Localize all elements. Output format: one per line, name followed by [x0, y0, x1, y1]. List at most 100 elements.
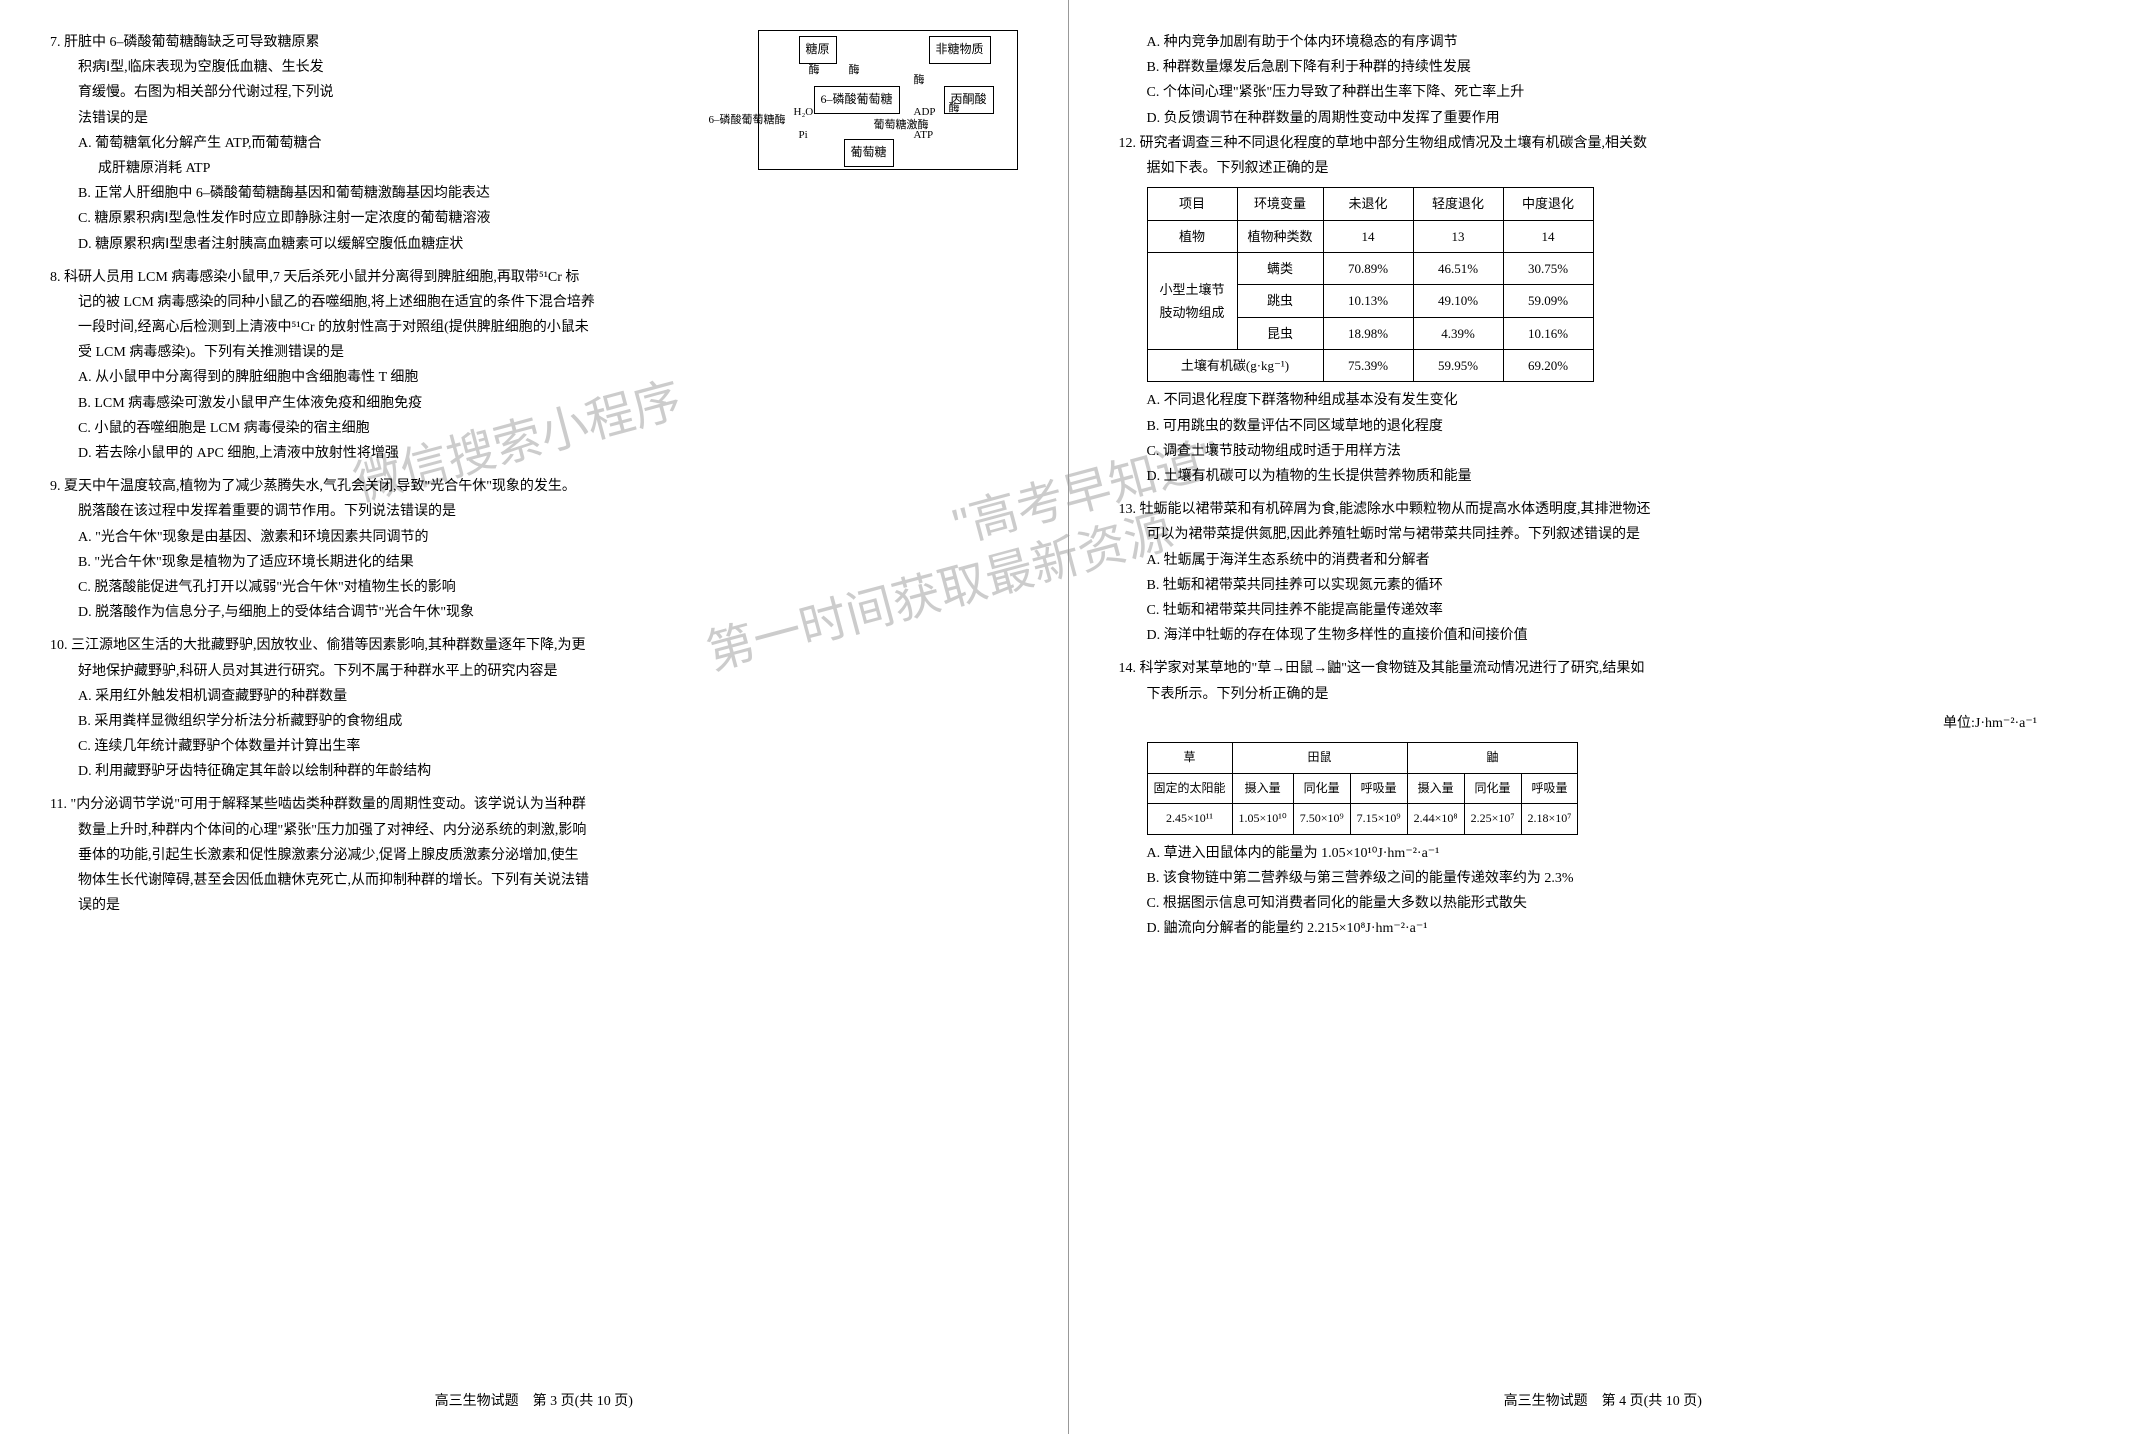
q8-option-a: A. 从小鼠甲中分离得到的脾脏细胞中含细胞毒性 T 细胞	[50, 365, 1018, 390]
diagram-label-glucokinase: 葡萄糖激酶	[874, 116, 929, 136]
q13-stem-2: 可以为裙带菜提供氮肥,因此养殖牡蛎时常与裙带菜共同挂养。下列叙述错误的是	[1119, 522, 2088, 547]
q12-r2-v12: 46.51%	[1413, 252, 1503, 284]
q9-stem-2: 脱落酸在该过程中发挥着重要的调节作用。下列说法错误的是	[50, 499, 1018, 524]
q12-r2-v21: 10.13%	[1323, 285, 1413, 317]
q10-stem-2: 好地保护藏野驴,科研人员对其进行研究。下列不属于种群水平上的研究内容是	[50, 659, 1018, 684]
q14-r1c3: 同化量	[1293, 773, 1350, 804]
q12-r2-label: 小型土壤节肢动物组成	[1147, 252, 1237, 349]
question-14: 14. 科学家对某草地的"草→田鼠→鼬"这一食物链及其能量流动情况进行了研究,结…	[1119, 656, 2088, 941]
q8-option-c: C. 小鼠的吞噬细胞是 LCM 病毒侵染的宿主细胞	[50, 416, 1018, 441]
question-8: 8. 科研人员用 LCM 病毒感染小鼠甲,7 天后杀死小鼠并分离得到脾脏细胞,再…	[50, 265, 1018, 467]
q14-r2c5: 2.44×10⁸	[1407, 804, 1464, 835]
q11-stem-3: 垂体的功能,引起生长激素和促性腺激素分泌减少,促肾上腺皮质激素分泌增加,使生	[50, 843, 1018, 868]
q12-option-b: B. 可用跳虫的数量评估不同区域草地的退化程度	[1119, 414, 2088, 439]
q12-table: 项目 环境变量 未退化 轻度退化 中度退化 植物 植物种类数 14 13 14 …	[1147, 187, 1594, 382]
q12-r2-v31: 18.98%	[1323, 317, 1413, 349]
q8-option-d: D. 若去除小鼠甲的 APC 细胞,上清液中放射性将增强	[50, 441, 1018, 466]
question-12: 12. 研究者调查三种不同退化程度的草地中部分生物组成情况及土壤有机碳含量,相关…	[1119, 131, 2088, 489]
q12-r1-sub: 植物种类数	[1237, 220, 1323, 252]
q9-option-a: A. "光合午休"现象是由基因、激素和环境因素共同调节的	[50, 525, 1018, 550]
diagram-node-6p: 6–磷酸葡萄糖	[814, 86, 900, 114]
diagram-label-pi: Pi	[799, 126, 808, 146]
q13-option-c: C. 牡蛎和裙带菜共同挂养不能提高能量传递效率	[1119, 598, 2088, 623]
q12-r1-v2: 13	[1413, 220, 1503, 252]
q7-option-d: D. 糖原累积病Ⅰ型患者注射胰高血糖素可以缓解空腹低血糖症状	[50, 232, 1018, 257]
q11-stem-2: 数量上升时,种群内个体间的心理"紧张"压力加强了对神经、内分泌系统的刺激,影响	[50, 818, 1018, 843]
table-row: 固定的太阳能 摄入量 同化量 呼吸量 摄入量 同化量 呼吸量	[1147, 773, 1578, 804]
q13-option-b: B. 牡蛎和裙带菜共同挂养可以实现氮元素的循环	[1119, 573, 2088, 598]
q12-stem-1: 12. 研究者调查三种不同退化程度的草地中部分生物组成情况及土壤有机碳含量,相关…	[1119, 131, 2088, 156]
q14-r1c6: 同化量	[1464, 773, 1521, 804]
diagram-node-nonsugar: 非糖物质	[929, 36, 991, 64]
q14-stem-1: 14. 科学家对某草地的"草→田鼠→鼬"这一食物链及其能量流动情况进行了研究,结…	[1119, 656, 2088, 681]
diagram-label-enzyme3: 酶	[914, 71, 925, 91]
diagram-label-enzyme2: 酶	[849, 61, 860, 81]
question-10: 10. 三江源地区生活的大批藏野驴,因放牧业、偷猎等因素影响,其种群数量逐年下降…	[50, 633, 1018, 784]
q12-r3-v3: 69.20%	[1503, 350, 1593, 382]
q12-th-item: 项目	[1147, 188, 1237, 220]
q12-r2-v13: 30.75%	[1503, 252, 1593, 284]
q14-r2c4: 7.15×10⁹	[1350, 804, 1407, 835]
q14-r1c7: 呼吸量	[1521, 773, 1578, 804]
table-row: 植物 植物种类数 14 13 14	[1147, 220, 1593, 252]
q12-r3-v1: 75.39%	[1323, 350, 1413, 382]
question-11: 11. "内分泌调节学说"可用于解释某些啮齿类种群数量的周期性变动。该学说认为当…	[50, 792, 1018, 918]
table-row: 2.45×10¹¹ 1.05×10¹⁰ 7.50×10⁹ 7.15×10⁹ 2.…	[1147, 804, 1578, 835]
q14-r1c1: 固定的太阳能	[1147, 773, 1232, 804]
q14-option-a: A. 草进入田鼠体内的能量为 1.05×10¹⁰J·hm⁻²·a⁻¹	[1119, 841, 2088, 866]
q10-option-c: C. 连续几年统计藏野驴个体数量并计算出生率	[50, 734, 1018, 759]
q8-stem-2: 记的被 LCM 病毒感染的同种小鼠乙的吞噬细胞,将上述细胞在适宜的条件下混合培养	[50, 290, 1018, 315]
question-7: 糖原 非糖物质 6–磷酸葡萄糖 丙酮酸 葡萄糖 酶 酶 酶 酶 H₂O Pi A…	[50, 30, 1018, 257]
diagram-label-enzyme4: 酶	[949, 99, 960, 119]
q9-option-b: B. "光合午休"现象是植物为了适应环境长期进化的结果	[50, 550, 1018, 575]
q12-r1-label: 植物	[1147, 220, 1237, 252]
q12-r2-sub2: 跳虫	[1237, 285, 1323, 317]
q7-option-b: B. 正常人肝细胞中 6–磷酸葡萄糖酶基因和葡萄糖激酶基因均能表达	[50, 181, 1018, 206]
q8-stem-1: 8. 科研人员用 LCM 病毒感染小鼠甲,7 天后杀死小鼠并分离得到脾脏细胞,再…	[50, 265, 1018, 290]
q14-r1c2: 摄入量	[1232, 773, 1293, 804]
q14-option-b: B. 该食物链中第二营养级与第三营养级之间的能量传递效率约为 2.3%	[1119, 866, 2088, 891]
diagram-node-glucose: 葡萄糖	[844, 139, 894, 167]
q11-option-b: B. 种群数量爆发后急剧下降有利于种群的持续性发展	[1119, 55, 2088, 80]
q10-option-b: B. 采用粪样显微组织学分析法分析藏野驴的食物组成	[50, 709, 1018, 734]
q12-option-d: D. 土壤有机碳可以为植物的生长提供营养物质和能量	[1119, 464, 2088, 489]
diagram-label-enzyme1: 酶	[809, 61, 820, 81]
q12-r2-v32: 4.39%	[1413, 317, 1503, 349]
q12-r2-sub1: 螨类	[1237, 252, 1323, 284]
q14-stem-2: 下表所示。下列分析正确的是	[1119, 682, 2088, 707]
diagram-node-sugar: 糖原	[799, 36, 837, 64]
q13-stem-1: 13. 牡蛎能以裙带菜和有机碎屑为食,能滤除水中颗粒物从而提高水体透明度,其排泄…	[1119, 497, 2088, 522]
q10-option-d: D. 利用藏野驴牙齿特征确定其年龄以绘制种群的年龄结构	[50, 759, 1018, 784]
q12-r2-v11: 70.89%	[1323, 252, 1413, 284]
q11-option-a: A. 种内竞争加剧有助于个体内环境稳态的有序调节	[1119, 30, 2088, 55]
q14-option-c: C. 根据图示信息可知消费者同化的能量大多数以热能形式散失	[1119, 891, 2088, 916]
q7-option-c: C. 糖原累积病Ⅰ型急性发作时应立即静脉注射一定浓度的葡萄糖溶液	[50, 206, 1018, 231]
q11-stem-1: 11. "内分泌调节学说"可用于解释某些啮齿类种群数量的周期性变动。该学说认为当…	[50, 792, 1018, 817]
q11-stem-5: 误的是	[50, 893, 1018, 918]
q12-th-c1: 未退化	[1323, 188, 1413, 220]
q8-stem-3: 一段时间,经离心后检测到上清液中⁵¹Cr 的放射性高于对照组(提供脾脏细胞的小鼠…	[50, 315, 1018, 340]
q14-table: 草 田鼠 鼬 固定的太阳能 摄入量 同化量 呼吸量 摄入量 同化量 呼吸量 2.…	[1147, 742, 1579, 835]
q11-option-d: D. 负反馈调节在种群数量的周期性变动中发挥了重要作用	[1119, 106, 2088, 131]
diagram-label-h2o: H₂O	[794, 103, 814, 123]
q14-r1c4: 呼吸量	[1350, 773, 1407, 804]
q14-r2c3: 7.50×10⁹	[1293, 804, 1350, 835]
q12-r2-v23: 59.09%	[1503, 285, 1593, 317]
footer-page-4: 高三生物试题 第 4 页(共 10 页)	[1069, 1389, 2137, 1414]
q8-option-b: B. LCM 病毒感染可激发小鼠甲产生体液免疫和细胞免疫	[50, 391, 1018, 416]
q12-th-c2: 轻度退化	[1413, 188, 1503, 220]
question-9: 9. 夏天中午温度较高,植物为了减少蒸腾失水,气孔会关闭,导致"光合午休"现象的…	[50, 474, 1018, 625]
diagram-label-hexokinase: 6–磷酸葡萄糖酶	[709, 111, 786, 131]
q14-h3: 鼬	[1407, 742, 1578, 773]
table-row: 项目 环境变量 未退化 轻度退化 中度退化	[1147, 188, 1593, 220]
q14-r2c2: 1.05×10¹⁰	[1232, 804, 1293, 835]
q9-stem-1: 9. 夏天中午温度较高,植物为了减少蒸腾失水,气孔会关闭,导致"光合午休"现象的…	[50, 474, 1018, 499]
table-row: 小型土壤节肢动物组成 螨类 70.89% 46.51% 30.75%	[1147, 252, 1593, 284]
page-4: A. 种内竞争加剧有助于个体内环境稳态的有序调节 B. 种群数量爆发后急剧下降有…	[1069, 0, 2137, 1434]
q12-th-env: 环境变量	[1237, 188, 1323, 220]
q12-stem-2: 据如下表。下列叙述正确的是	[1119, 156, 2088, 181]
footer-page-3: 高三生物试题 第 3 页(共 10 页)	[0, 1389, 1068, 1414]
q9-option-c: C. 脱落酸能促进气孔打开以减弱"光合午休"对植物生长的影响	[50, 575, 1018, 600]
q14-h2: 田鼠	[1232, 742, 1407, 773]
q8-stem-4: 受 LCM 病毒感染)。下列有关推测错误的是	[50, 340, 1018, 365]
